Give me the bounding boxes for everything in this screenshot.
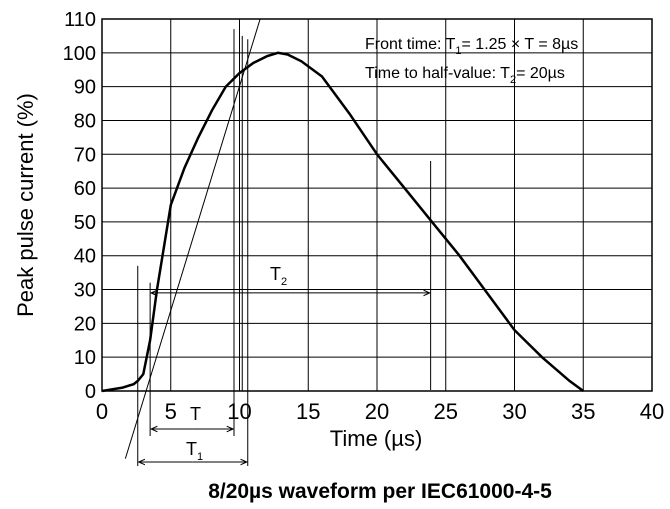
x-tick-label: 0 [96, 399, 108, 424]
x-tick-label: 20 [365, 399, 389, 424]
series-layer [101, 18, 585, 459]
y-tick-label: 40 [74, 246, 96, 268]
t2-label: T2 [270, 264, 287, 288]
waveform-line [101, 51, 585, 393]
chart-caption: 8/20µs waveform per IEC61000-4-5 [208, 480, 552, 503]
y-tick-labels: 0 10 20 30 40 50 60 70 80 90 100 110 [63, 9, 96, 403]
x-tick-labels: 0 5 10 15 20 25 30 35 40 [96, 399, 664, 424]
t2-label-sub: 2 [281, 276, 287, 288]
front-time-sub: 1 [455, 45, 461, 57]
y-tick-label: 30 [74, 280, 96, 302]
plot-frame [101, 18, 653, 392]
x-tick-label: 15 [296, 399, 320, 424]
half-value-prefix: Time to half-value: T [365, 65, 510, 82]
t-label: T [190, 404, 201, 424]
half-value-annotation: Time to half-value: T2= 20µs [365, 65, 565, 86]
x-axis-title-main: Time ( [330, 426, 392, 451]
front-time-suffix: = 1.25 × T = 8µs [462, 36, 579, 53]
t1-label: T1 [186, 439, 203, 463]
y-tick-label: 90 [74, 77, 96, 99]
x-tick-label: 5 [165, 399, 177, 424]
timing-markers [137, 29, 432, 466]
t1-label-sub: 1 [197, 451, 203, 463]
x-axis-title-mu: µ [391, 426, 404, 451]
y-tick-label: 10 [74, 347, 96, 369]
half-value-suffix: = 20µs [516, 65, 565, 82]
x-tick-label: 30 [502, 399, 526, 424]
t1-label-main: T [186, 439, 197, 459]
t2-label-main: T [270, 264, 281, 284]
front-tangent-line [124, 18, 261, 459]
y-tick-label: 100 [63, 43, 96, 65]
y-tick-label: 0 [85, 381, 96, 403]
x-axis-title: Time (µs) [330, 426, 423, 451]
x-axis-title-tail: s) [404, 426, 422, 451]
x-tick-label: 40 [640, 399, 664, 424]
y-axis-title: Peak pulse current (%) [13, 93, 38, 317]
x-tick-label: 25 [434, 399, 458, 424]
x-tick-label: 35 [571, 399, 595, 424]
front-time-annotation: Front time: T1= 1.25 × T = 8µs [365, 36, 578, 57]
half-value-sub: 2 [510, 74, 516, 86]
y-tick-label: 80 [74, 110, 96, 132]
y-tick-label: 60 [74, 178, 96, 200]
y-tick-label: 20 [74, 313, 96, 335]
y-tick-label: 50 [74, 212, 96, 234]
y-tick-label: 70 [74, 144, 96, 166]
y-tick-label: 110 [64, 9, 96, 31]
front-time-prefix: Front time: T [365, 36, 456, 53]
